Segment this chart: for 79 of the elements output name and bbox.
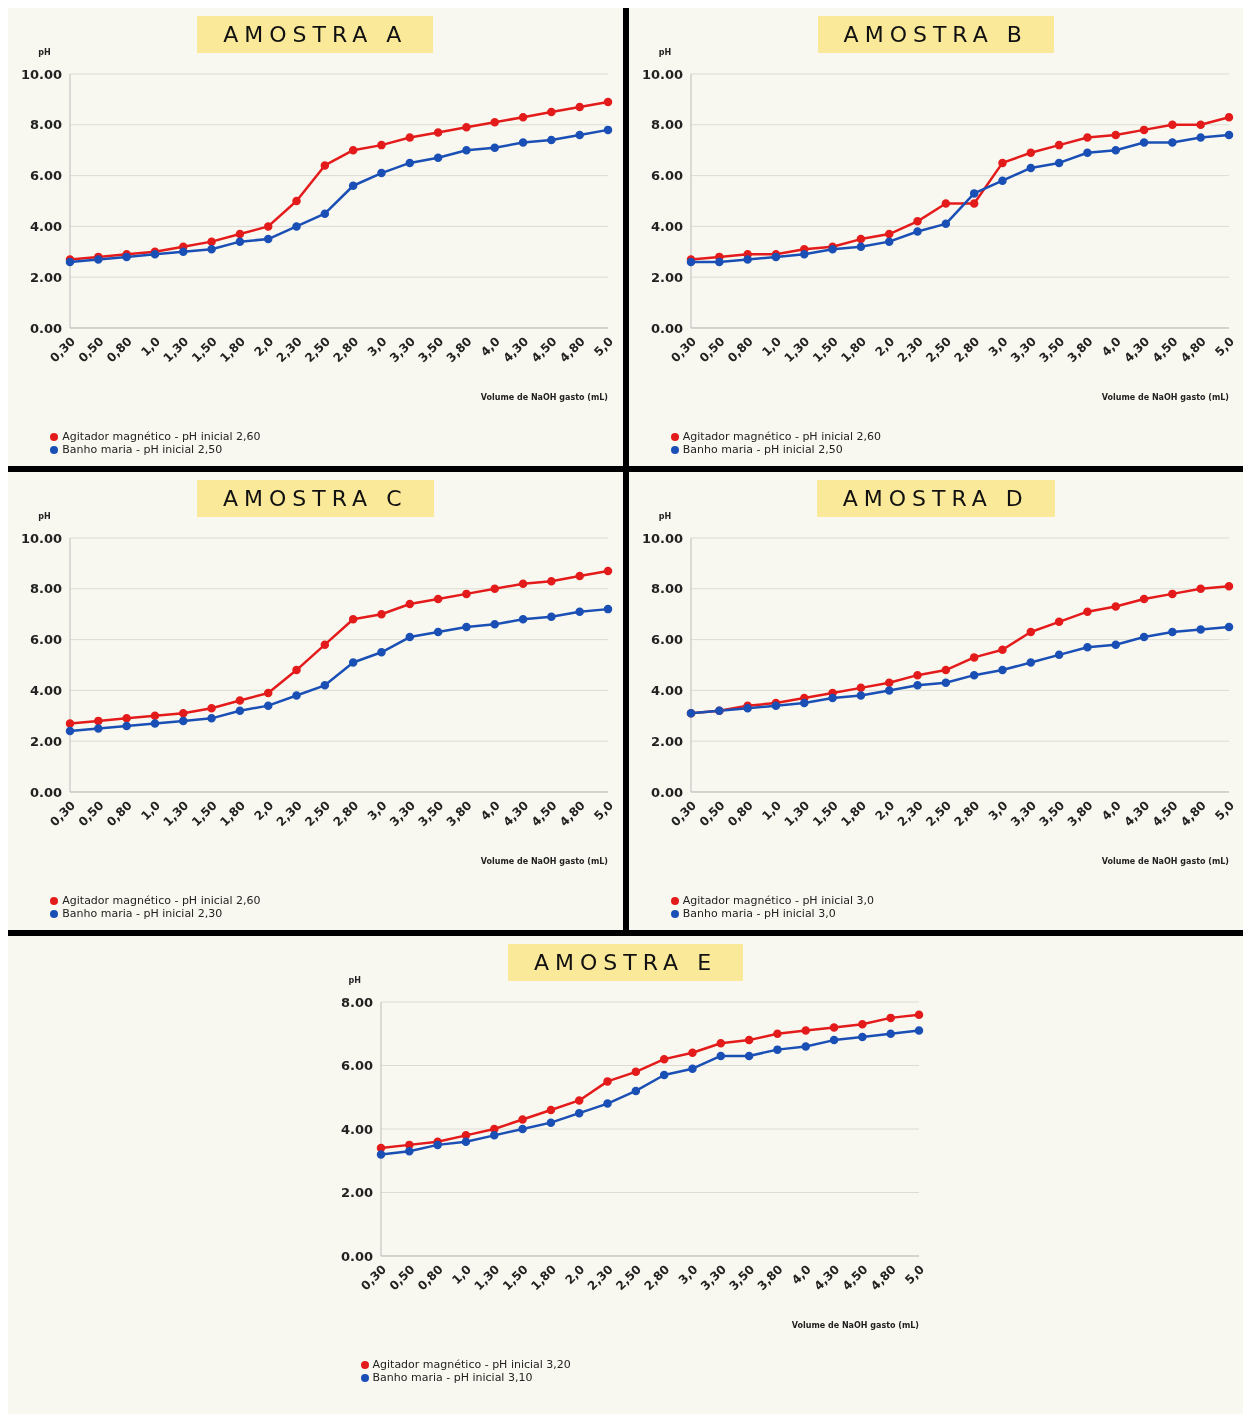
- x-tick-label: 1,0: [758, 334, 784, 360]
- y-axis-title: pH: [348, 976, 361, 985]
- y-tick-label: 0.00: [30, 784, 63, 800]
- y-tick-label: 0.00: [340, 1248, 373, 1264]
- x-tick-label: 5,0: [591, 798, 617, 824]
- y-tick-label: 4.00: [30, 683, 63, 699]
- x-tick-label: 4,0: [1098, 798, 1124, 824]
- y-tick-label: 4.00: [30, 219, 63, 235]
- y-tick-label: 6.00: [650, 168, 683, 184]
- y-tick-label: 2.00: [30, 733, 63, 749]
- y-tick-label: 8.00: [340, 994, 373, 1010]
- x-axis-title: Volume de NaOH gasto (mL): [480, 857, 609, 866]
- x-tick-label: 3,0: [985, 334, 1011, 360]
- x-tick-label: 4,0: [788, 1262, 814, 1288]
- y-tick-label: 8.00: [650, 117, 683, 133]
- x-tick-label: 1,0: [138, 334, 164, 360]
- chart-title: AMOSTRA D: [816, 480, 1055, 517]
- y-tick-label: 4.00: [340, 1121, 373, 1137]
- x-tick-label: 1,0: [448, 1262, 474, 1288]
- x-tick-label: 5,0: [591, 334, 617, 360]
- legend-label: Banho maria - pH inicial 3,10: [372, 1371, 533, 1384]
- x-tick-label: 3,0: [364, 334, 390, 360]
- legend-label: Banho maria - pH inicial 3,0: [682, 907, 836, 920]
- legend-label: Banho maria - pH inicial 2,50: [62, 443, 223, 456]
- x-tick-label: 5,0: [1211, 798, 1237, 824]
- y-tick-label: 8.00: [30, 117, 63, 133]
- y-tick-label: 10.00: [641, 530, 683, 546]
- legend-label: Agitador magnético - pH inicial 2,60: [682, 430, 882, 443]
- x-tick-label: 2,0: [872, 334, 898, 360]
- y-axis-title: pH: [38, 512, 51, 521]
- y-tick-label: 8.00: [650, 581, 683, 597]
- y-tick-label: 2.00: [650, 269, 683, 285]
- x-tick-label: 5,0: [1211, 334, 1237, 360]
- y-axis-title: pH: [658, 512, 672, 521]
- y-tick-label: 0.00: [30, 320, 63, 336]
- x-axis-title: Volume de NaOH gasto (mL): [480, 393, 609, 402]
- legend-label: Agitador magnético - pH inicial 2,60: [62, 894, 261, 907]
- legend-label: Agitador magnético - pH inicial 2,60: [62, 430, 261, 443]
- legend-label: Banho maria - pH inicial 2,50: [682, 443, 843, 456]
- y-tick-label: 6.00: [30, 168, 63, 184]
- x-tick-label: 4,0: [478, 334, 504, 360]
- chart-title: AMOSTRA C: [196, 480, 434, 517]
- chart-title: AMOSTRA A: [197, 16, 434, 53]
- y-tick-label: 6.00: [340, 1058, 373, 1074]
- y-tick-label: 4.00: [650, 683, 683, 699]
- x-axis-title: Volume de NaOH gasto (mL): [1101, 857, 1229, 866]
- x-axis-title: Volume de NaOH gasto (mL): [791, 1321, 919, 1330]
- x-tick-label: 3,0: [675, 1262, 701, 1288]
- x-tick-label: 2,0: [561, 1262, 587, 1288]
- x-tick-label: 3,0: [364, 798, 390, 824]
- x-tick-label: 1,0: [138, 798, 164, 824]
- y-tick-label: 10.00: [21, 530, 63, 546]
- y-axis-title: pH: [38, 48, 51, 57]
- y-tick-label: 0.00: [650, 784, 683, 800]
- x-axis-title: Volume de NaOH gasto (mL): [1101, 393, 1229, 402]
- x-tick-label: 5,0: [901, 1262, 927, 1288]
- chart-title: AMOSTRA E: [507, 944, 744, 981]
- y-tick-label: 10.00: [641, 66, 683, 82]
- legend-label: Agitador magnético - pH inicial 3,20: [372, 1358, 571, 1371]
- y-tick-label: 10.00: [21, 66, 63, 82]
- x-tick-label: 3,0: [985, 798, 1011, 824]
- x-tick-label: 4,0: [1098, 334, 1124, 360]
- y-tick-label: 2.00: [30, 269, 63, 285]
- legend-label: Agitador magnético - pH inicial 3,0: [682, 894, 875, 907]
- y-tick-label: 2.00: [340, 1185, 373, 1201]
- y-axis-title: pH: [658, 48, 672, 57]
- x-tick-label: 2,0: [872, 798, 898, 824]
- x-tick-label: 2,0: [251, 798, 277, 824]
- y-tick-label: 8.00: [30, 581, 63, 597]
- x-tick-label: 4,0: [478, 798, 504, 824]
- y-tick-label: 6.00: [30, 632, 63, 648]
- y-tick-label: 2.00: [650, 733, 683, 749]
- chart-title: AMOSTRA B: [817, 16, 1054, 53]
- x-tick-label: 2,0: [251, 334, 277, 360]
- legend-label: Banho maria - pH inicial 2,30: [62, 907, 223, 920]
- y-tick-label: 0.00: [650, 320, 683, 336]
- x-tick-label: 1,0: [758, 798, 784, 824]
- y-tick-label: 6.00: [650, 632, 683, 648]
- y-tick-label: 4.00: [650, 219, 683, 235]
